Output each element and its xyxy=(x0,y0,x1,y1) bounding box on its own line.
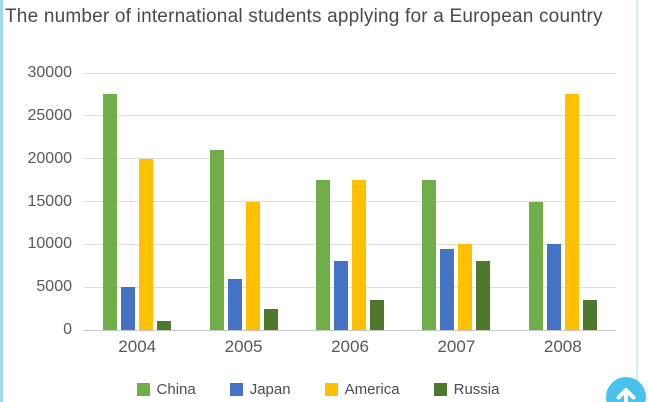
bar-america-2008 xyxy=(564,94,579,330)
x-tick-label: 2005 xyxy=(224,337,263,356)
legend-swatch-icon xyxy=(433,382,447,396)
y-tick-label: 5000 xyxy=(36,278,72,296)
x-axis-tick-labels: 2004 2005 2006 2007 2008 xyxy=(84,337,616,361)
y-tick-label: 0 xyxy=(63,321,72,338)
y-tick-label: 30000 xyxy=(27,64,73,81)
legend-item-china: China xyxy=(136,380,196,398)
gridline xyxy=(84,72,616,74)
bar-america-2006 xyxy=(352,180,366,330)
y-tick-label: 25000 xyxy=(27,106,73,124)
legend-label: China xyxy=(156,380,196,398)
y-axis-tick-labels: 0 5000 10000 15000 20000 25000 30000 xyxy=(0,64,73,338)
bar-japan-2004 xyxy=(121,287,136,330)
x-axis-line xyxy=(84,329,616,331)
y-tick-label: 15000 xyxy=(27,192,73,210)
bar-america-2007 xyxy=(458,244,473,330)
legend-swatch-icon xyxy=(229,382,243,396)
arrow-up-icon xyxy=(613,384,639,402)
left-accent-border xyxy=(0,0,3,402)
bar-russia-2008 xyxy=(582,300,597,330)
bar-china-2005 xyxy=(209,150,224,330)
legend-swatch-icon xyxy=(136,382,150,396)
x-tick-label: 2008 xyxy=(543,337,582,356)
legend-label: Japan xyxy=(249,380,291,398)
x-tick-label: 2004 xyxy=(118,337,157,356)
gridline xyxy=(84,243,616,245)
chart-title: The number of international students app… xyxy=(5,6,603,27)
bar-china-2008 xyxy=(528,201,543,330)
bar-japan-2008 xyxy=(546,244,561,330)
scroll-top-button[interactable] xyxy=(606,377,646,402)
y-tick-label: 10000 xyxy=(27,235,73,253)
bar-china-2006 xyxy=(316,180,330,330)
bar-russia-2005 xyxy=(263,308,278,330)
bar-russia-2007 xyxy=(476,261,491,330)
legend-item-russia: Russia xyxy=(433,380,500,398)
bar-japan-2006 xyxy=(334,261,348,330)
bar-russia-2004 xyxy=(157,321,172,330)
gridline xyxy=(84,158,616,160)
right-accent-border xyxy=(636,0,638,402)
x-tick-label: 2007 xyxy=(437,337,476,356)
legend-label: America xyxy=(344,380,400,398)
legend-item-japan: Japan xyxy=(229,380,291,398)
bar-china-2004 xyxy=(103,94,118,330)
bar-russia-2006 xyxy=(370,300,384,330)
x-tick-label: 2006 xyxy=(331,337,369,356)
chart-legend: China Japan America Russia xyxy=(0,378,636,400)
gridline xyxy=(84,286,616,288)
legend-item-america: America xyxy=(324,380,400,398)
y-tick-label: 20000 xyxy=(27,149,73,167)
bar-japan-2005 xyxy=(227,278,242,330)
gridline xyxy=(84,201,616,202)
legend-label: Russia xyxy=(453,380,500,398)
bar-america-2004 xyxy=(139,158,154,330)
bar-japan-2007 xyxy=(440,248,455,330)
legend-swatch-icon xyxy=(324,382,338,396)
gridline xyxy=(84,115,616,117)
bar-china-2007 xyxy=(422,180,437,330)
bar-america-2005 xyxy=(245,201,260,330)
bar-chart-plot-area xyxy=(84,72,616,331)
